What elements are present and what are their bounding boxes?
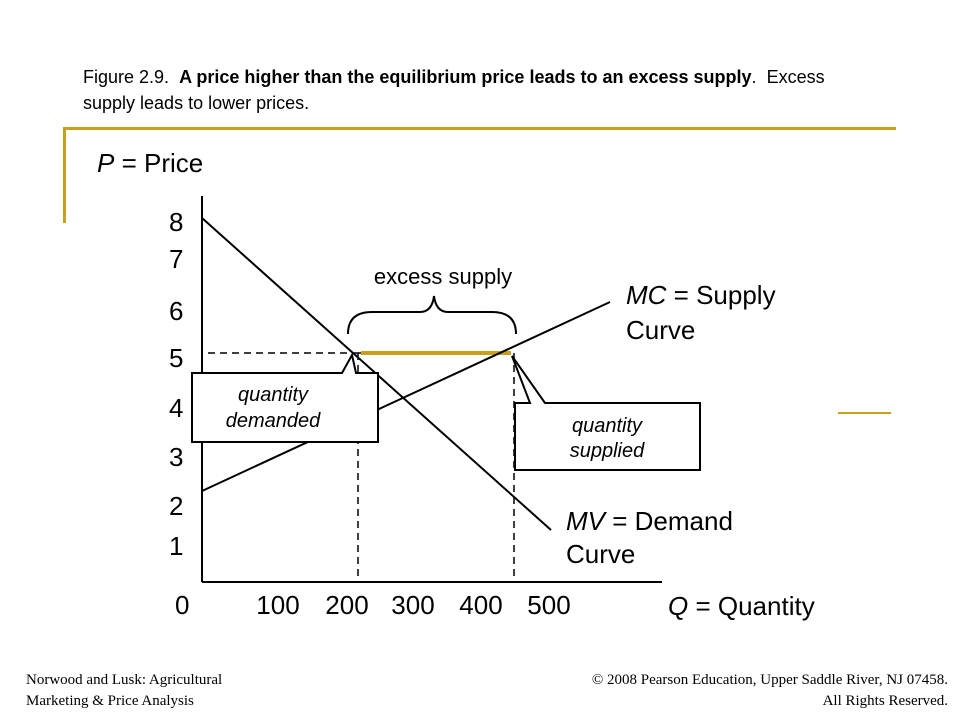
accent-rule-top (63, 127, 896, 130)
demand-curve-label-line2: Curve (566, 539, 635, 569)
excess-supply-label: excess supply (374, 264, 512, 289)
x-tick-label-100: 100 (256, 590, 299, 620)
origin-label: 0 (175, 590, 189, 620)
quantity-demanded-label: quantity (238, 384, 309, 406)
quantity-demanded-label-line2: demanded (226, 410, 321, 432)
footer-left: Norwood and Lusk: Agricultural Marketing… (26, 670, 222, 712)
caption-bold-text: A price higher than the equilibrium pric… (179, 67, 752, 87)
y-tick-label-6: 6 (169, 296, 183, 326)
quantity-demanded-callout (191, 352, 379, 443)
y-tick-label-5: 5 (169, 343, 183, 373)
y-tick-label-1: 1 (169, 531, 183, 561)
footer-right: © 2008 Pearson Education, Upper Saddle R… (592, 670, 948, 712)
footer-right-line2: All Rights Reserved. (822, 693, 948, 709)
supply-curve (201, 301, 611, 492)
quantity-supplied-label-line2: supplied (570, 440, 645, 462)
y-tick-label-8: 8 (169, 207, 183, 237)
x-tick-label-300: 300 (391, 590, 434, 620)
demand-curve-label: MV = Demand (566, 506, 733, 536)
quantity-supplied-callout (511, 355, 701, 471)
caption-rest-text: Excess supply leads to lower prices. (83, 67, 825, 113)
supply-curve-label-line2: Curve (626, 315, 695, 345)
figure-caption: Figure 2.9. A price higher than the equi… (83, 67, 825, 113)
footer-right-line1: © 2008 Pearson Education, Upper Saddle R… (591, 672, 948, 688)
quantity-supplied-label: quantity (572, 415, 643, 437)
footer-left-line2: Marketing & Price Analysis (26, 693, 194, 709)
footer-left-line1: Norwood and Lusk: Agricultural (26, 672, 223, 688)
accent-rule-right (838, 412, 891, 414)
caption-figure-label: Figure 2.9. (83, 67, 170, 87)
x-tick-label-500: 500 (527, 590, 570, 620)
y-tick-label-2: 2 (169, 491, 183, 521)
y-axis-label: P = Price (97, 148, 203, 178)
x-tick-label-200: 200 (325, 590, 368, 620)
x-tick-label-400: 400 (459, 590, 502, 620)
y-tick-label-4: 4 (169, 393, 183, 423)
accent-rule-left (63, 127, 66, 223)
y-tick-label-3: 3 (169, 442, 183, 472)
x-axis-label: Q = Quantity (668, 591, 815, 621)
y-tick-label-7: 7 (169, 244, 183, 274)
excess-supply-brace (347, 295, 517, 335)
supply-curve-label: MC = Supply (626, 280, 776, 310)
